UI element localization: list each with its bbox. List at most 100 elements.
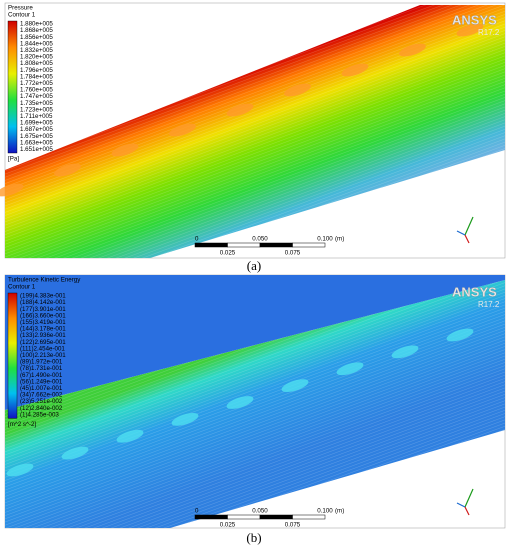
- axis-y: [464, 216, 474, 236]
- vortex: [54, 163, 81, 177]
- legend-value: 1.735e+005: [20, 100, 53, 107]
- scale-segment: [292, 514, 326, 520]
- legend-value: (133)2.936e-001: [20, 332, 66, 339]
- vortex-marks: [6, 328, 474, 477]
- scale-unit: (m): [335, 508, 344, 515]
- legend-value: 1.832e+005: [20, 47, 53, 54]
- legend-value: 1.675e+005: [20, 133, 53, 140]
- legend-value: 1.723e+005: [20, 106, 53, 113]
- legend-value: (199)4.383e-001: [20, 293, 66, 300]
- legend-value: 1.760e+005: [20, 87, 53, 94]
- scale-label: 0.050: [252, 508, 268, 515]
- legend-value: 1.796e+005: [20, 67, 53, 74]
- scale-label: 0.100: [317, 236, 333, 243]
- vortex: [336, 362, 364, 376]
- legend-unit: [m^2 s^-2]: [8, 421, 36, 428]
- scale-label: 0: [195, 508, 199, 515]
- contour-lines: [5, 5, 505, 258]
- legend-value: (56)1.249e-001: [20, 378, 63, 385]
- scale-segment: [194, 242, 228, 248]
- vortex-marks: [0, 23, 484, 197]
- scale-segment: [227, 242, 261, 248]
- contour-lines: [5, 280, 505, 528]
- version: R17.2: [478, 28, 500, 37]
- scale-label: 0.075: [285, 522, 301, 529]
- legend-value: (67)1.490e-001: [20, 372, 63, 379]
- brand: ANSYS: [452, 284, 497, 299]
- legend-value: (155)3.419e-001: [20, 319, 66, 326]
- legend-value: (177)3.901e-001: [20, 306, 66, 313]
- vortex: [284, 83, 311, 97]
- legend-value: (1)4.285e-003: [20, 411, 59, 418]
- axis-x: [456, 502, 466, 508]
- legend-value: (12)2.840e-002: [20, 405, 63, 412]
- scale-label: 0.100: [317, 508, 333, 515]
- legend-value: 1.711e+005: [20, 113, 53, 120]
- legend-value: 1.808e+005: [20, 60, 53, 67]
- legend-value: (89)1.972e-001: [20, 359, 63, 366]
- caption: (b): [246, 530, 261, 545]
- scale-segment: [227, 514, 261, 520]
- legend-value: (23)5.251e-002: [20, 398, 63, 405]
- legend-subtitle: Contour 1: [8, 284, 36, 291]
- scale-label: 0.050: [252, 236, 268, 243]
- vortex: [61, 446, 89, 460]
- vortex: [6, 463, 34, 477]
- legend-value: (144)3.178e-001: [20, 326, 66, 333]
- legend-value: (34)7.662e-002: [20, 392, 63, 399]
- legend-value: (166)3.660e-001: [20, 312, 66, 319]
- legend-value: (78)1.731e-001: [20, 365, 63, 372]
- legend-value: 1.687e+005: [20, 126, 53, 133]
- caption: (a): [247, 258, 261, 273]
- vortex: [399, 43, 426, 57]
- scale-unit: (m): [335, 236, 344, 243]
- legend-value: 1.747e+005: [20, 93, 53, 100]
- vortex: [0, 183, 24, 197]
- legend-value: (122)2.695e-001: [20, 339, 66, 346]
- legend-title: Turbulence Kinetic Energy: [8, 277, 81, 284]
- legend-value: 1.844e+005: [20, 40, 53, 47]
- scale-label: 0.075: [285, 250, 301, 257]
- vortex: [281, 379, 309, 393]
- vortex: [391, 345, 419, 359]
- legend-title: Pressure: [8, 5, 33, 12]
- vortex: [116, 429, 144, 443]
- legend-value: 1.820e+005: [20, 54, 53, 61]
- vortex: [171, 412, 199, 426]
- legend-value: 1.772e+005: [20, 80, 53, 87]
- vortex: [169, 123, 196, 137]
- scale-label: 0: [195, 236, 199, 243]
- legend-value: (188)4.142e-001: [20, 299, 66, 306]
- axis-z: [464, 234, 470, 244]
- scale-label: 0.025: [220, 250, 236, 257]
- legend-subtitle: Contour 1: [8, 12, 36, 19]
- legend-value: 1.699e+005: [20, 120, 53, 127]
- legend-value: 1.651e+005: [20, 146, 53, 153]
- color-bar: [7, 20, 18, 154]
- scale-segment: [292, 242, 326, 248]
- legend-value: 1.880e+005: [20, 21, 53, 28]
- scale-segment: [259, 242, 293, 248]
- color-bar: [7, 292, 18, 419]
- legend-value: 1.856e+005: [20, 34, 53, 41]
- version: R17.2: [478, 300, 500, 309]
- contour-field: [5, 275, 505, 410]
- vortex: [456, 23, 484, 37]
- legend-value: 1.868e+005: [20, 27, 53, 34]
- axis-z: [464, 506, 470, 516]
- axis-y: [464, 488, 474, 508]
- brand: ANSYS: [452, 12, 497, 27]
- legend-value: 1.784e+005: [20, 73, 53, 80]
- vortex: [446, 328, 474, 342]
- vortex: [226, 103, 254, 117]
- legend-unit: [Pa]: [8, 156, 19, 163]
- vortex: [111, 143, 139, 157]
- scale-segment: [194, 514, 228, 520]
- axis-x: [456, 230, 466, 236]
- legend-value: (45)1.007e-001: [20, 385, 63, 392]
- legend-value: 1.663e+005: [20, 139, 53, 146]
- scale-label: 0.025: [220, 522, 236, 529]
- vortex: [226, 396, 254, 409]
- legend-value: (111)2.454e-001: [20, 345, 65, 352]
